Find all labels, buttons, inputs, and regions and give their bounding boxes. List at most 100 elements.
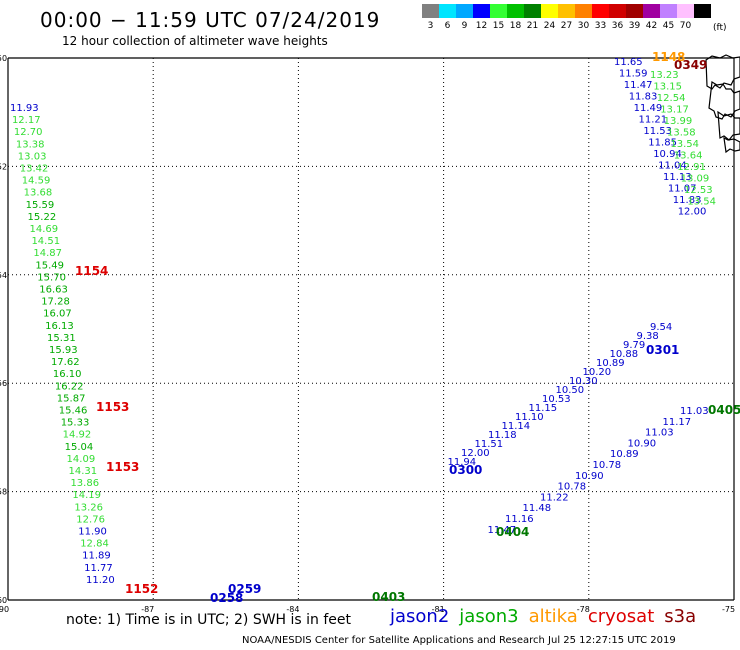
legend-bin: 36 <box>609 4 626 33</box>
wave-height-label: 12.76 <box>76 514 105 525</box>
wave-height-label: 10.30 <box>569 376 598 387</box>
legend-label: 21 <box>526 21 539 31</box>
wave-height-label: 10.94 <box>653 149 682 160</box>
lon-tick-label: -75 <box>722 605 735 614</box>
pass-time-label: 0404 <box>496 525 529 539</box>
wave-height-label: 11.22 <box>540 492 569 503</box>
satellite-legend: jason2 jason3 altika cryosat s3a <box>390 606 696 627</box>
pass-time-label: 1154 <box>75 264 108 278</box>
wave-height-label: 13.58 <box>667 128 696 139</box>
page-title: 00:00 − 11:59 UTC 07/24/2019 <box>40 8 381 32</box>
lat-tick-label: -58 <box>0 488 7 497</box>
legend-label: 36 <box>611 21 624 31</box>
wave-height-label: 14.69 <box>30 224 59 235</box>
legend-label: 6 <box>444 21 451 31</box>
legend-label: 33 <box>594 21 607 31</box>
satellite-name: altika <box>528 606 578 627</box>
legend-unit: (ft) <box>713 23 727 33</box>
wave-height-label: 9.38 <box>637 331 659 342</box>
wave-height-label: 12.91 <box>677 162 706 173</box>
wave-height-label: 16.07 <box>43 309 72 320</box>
legend-label: 42 <box>645 21 658 31</box>
wave-height-label: 16.22 <box>55 381 84 392</box>
legend-label: 45 <box>662 21 675 31</box>
wave-height-label: 15.33 <box>61 418 90 429</box>
wave-height-label: 15.59 <box>26 200 55 211</box>
pass-time-label: 1148 <box>652 50 685 64</box>
wave-height-label: 9.79 <box>623 340 645 351</box>
wave-height-label: 11.13 <box>663 172 692 183</box>
wave-height-label: 11.17 <box>663 417 692 428</box>
map-grid <box>7 57 735 601</box>
lat-tick-label: -56 <box>0 379 7 388</box>
wave-height-label: 13.03 <box>18 151 47 162</box>
lon-tick-label: -84 <box>286 605 299 614</box>
satellite-name: jason3 <box>459 606 519 627</box>
wave-height-label: 13.54 <box>687 197 716 208</box>
wave-height-label: 14.87 <box>33 248 62 259</box>
wave-height-label: 10.78 <box>558 482 587 493</box>
legend-label: 18 <box>509 21 522 31</box>
legend-label: 27 <box>560 21 573 31</box>
wave-height-label: 11.77 <box>84 563 113 574</box>
legend-bin <box>694 4 711 33</box>
wave-height-label: 15.22 <box>28 212 57 223</box>
wave-height-label: 12.84 <box>80 539 109 550</box>
wave-height-label: 11.10 <box>515 412 544 423</box>
legend-bin: 12 <box>473 4 490 33</box>
legend-bin: 70 <box>677 4 694 33</box>
legend-label: 24 <box>543 21 556 31</box>
satellite-name: s3a <box>664 606 697 627</box>
wave-height-label: 11.20 <box>86 575 115 586</box>
wave-height-label: 12.53 <box>684 185 713 196</box>
satellite-name: cryosat <box>587 606 655 627</box>
legend-swatch <box>592 4 609 18</box>
legend-swatch <box>643 4 660 18</box>
wave-height-label: 10.90 <box>628 438 657 449</box>
wave-height-label: 11.04 <box>658 161 687 172</box>
wave-height-label: 11.83 <box>629 92 658 103</box>
map-axis-ticks: -90 -87 -84 -81 -78 -75 -50 -52 -54 -56 -58 -60 <box>0 54 735 614</box>
wave-height-label: 16.63 <box>39 285 68 296</box>
wave-height-label: 9.54 <box>650 322 672 333</box>
legend-label: 39 <box>628 21 641 31</box>
legend-label: 9 <box>461 21 468 31</box>
wave-height-label: 11.51 <box>475 439 504 450</box>
wave-height-label: 12.00 <box>461 448 490 459</box>
pass-time-label: 0301 <box>646 343 679 357</box>
color-legend: 3 6 9 12 15 18 21 24 27 30 33 36 39 42 45 70 (ft) <box>422 4 727 33</box>
wave-height-label: 11.18 <box>488 430 517 441</box>
lat-tick-label: -50 <box>0 54 7 63</box>
legend-swatch <box>422 4 439 18</box>
pass-time-label: 1153 <box>96 400 129 414</box>
wave-height-label: 13.15 <box>653 82 682 93</box>
wave-height-label: 11.89 <box>82 551 111 562</box>
legend-bin: 3 <box>422 4 439 33</box>
wave-height-label: 15.70 <box>37 272 66 283</box>
page-subtitle: 12 hour collection of altimeter wave hei… <box>62 34 328 48</box>
legend-bin: 45 <box>660 4 677 33</box>
wave-height-label: 15.93 <box>49 345 78 356</box>
wave-height-label: 15.46 <box>59 406 88 417</box>
legend-bin: 42 <box>643 4 660 33</box>
footer-credit: NOAA/NESDIS Center for Satellite Applica… <box>242 635 676 646</box>
wave-height-label: 12.70 <box>14 127 43 138</box>
pass-time-label: 0259 <box>228 582 261 596</box>
lon-tick-label: -78 <box>577 605 590 614</box>
legend-swatch <box>558 4 575 18</box>
wave-height-label: 11.03 <box>645 428 674 439</box>
legend-swatch <box>677 4 694 18</box>
wave-height-label: 11.21 <box>639 115 668 126</box>
wave-height-label: 11.94 <box>448 457 477 468</box>
wave-height-label: 11.47 <box>488 525 517 536</box>
wave-height-label: 10.89 <box>596 358 625 369</box>
wave-height-label: 15.04 <box>65 442 94 453</box>
legend-bin: 24 <box>541 4 558 33</box>
pass-time-label: 1153 <box>106 460 139 474</box>
wave-height-label: 13.86 <box>70 478 99 489</box>
wave-height-label: 11.15 <box>529 403 558 414</box>
legend-swatch <box>575 4 592 18</box>
wave-height-label: 10.20 <box>583 367 612 378</box>
